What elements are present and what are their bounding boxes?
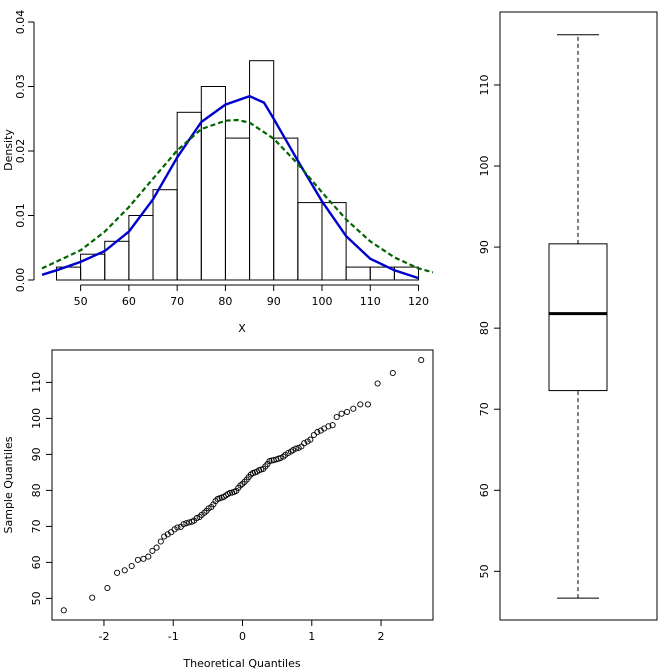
qq-point-6: [134, 556, 141, 563]
qq-point-4: [121, 567, 128, 574]
qq-point-63: [280, 453, 287, 460]
histogram-x-tick-label: 100: [311, 295, 332, 308]
qq-points: [60, 357, 425, 614]
histogram-y-tick-label: 0.03: [14, 74, 27, 99]
qq-point-82: [344, 408, 351, 415]
qq-point-24: [196, 513, 203, 521]
qq-point-73: [307, 436, 314, 443]
histogram-x-tick-label: 90: [267, 295, 281, 308]
qq-y-tick-label: 50: [30, 591, 43, 605]
qq-point-75: [314, 429, 321, 436]
qq-point-78: [325, 423, 332, 430]
qq-axes: -2 -1 0 1 2 50 60 70 80 90 100 110: [30, 372, 385, 643]
histogram-bar-4: [152, 189, 178, 281]
qq-point-0: [60, 607, 67, 614]
qq-point-16: [174, 524, 181, 531]
density-curves: [41, 94, 434, 280]
histogram-x-tick-label: 110: [360, 295, 381, 308]
qq-point-9: [149, 547, 156, 554]
histogram-x-tick-label: 80: [218, 295, 232, 308]
histogram-y-tick-label: 0.04: [14, 10, 27, 35]
qq-y-tick-label: 60: [30, 555, 43, 569]
qq-point-87: [389, 369, 396, 377]
histogram-bar-6: [200, 86, 226, 281]
histogram-bar-1: [80, 253, 106, 281]
qq-point-11: [157, 538, 164, 545]
normal-density-curve: [41, 118, 434, 274]
histogram-y-label: Density: [2, 129, 15, 171]
qq-point-85: [364, 401, 371, 408]
qq-y-tick-label: 70: [30, 519, 43, 533]
qq-point-2: [104, 584, 111, 592]
qq-point-71: [301, 440, 308, 447]
qq-x-tick-label: 0: [239, 630, 246, 643]
histogram-y-tick-label: 0.02: [14, 139, 27, 164]
qq-point-74: [310, 431, 317, 439]
interquartile-box: [548, 243, 608, 392]
histogram-x-tick-label: 60: [122, 295, 136, 308]
histogram-bar-7: [224, 137, 251, 281]
histogram-y-tick-label: 0.01: [14, 203, 27, 228]
qq-y-label: Sample Quantiles: [2, 436, 15, 533]
histogram-x-label: X: [238, 322, 246, 335]
qq-point-18: [180, 521, 187, 528]
qq-point-68: [292, 445, 299, 452]
histogram-x-tick-label: 50: [74, 295, 88, 308]
qq-point-5: [128, 562, 135, 570]
boxplot-y-tick-label: 60: [478, 483, 491, 497]
qq-point-1: [89, 594, 96, 601]
qq-y-tick-label: 110: [30, 372, 43, 393]
boxplot-y-tick-label: 100: [478, 156, 491, 177]
qq-point-10: [153, 544, 160, 551]
qq-point-44: [239, 480, 246, 487]
qq-point-8: [145, 553, 152, 560]
kernel-density-curve: [41, 94, 419, 280]
qq-point-3: [114, 569, 121, 576]
histogram-bar-8: [249, 60, 275, 281]
qq-y-tick-label: 80: [30, 483, 43, 497]
histogram-bar-12: [345, 266, 371, 281]
boxplot-panel: 50 60 70 80 90 100 110: [478, 11, 658, 621]
qq-point-84: [357, 401, 364, 408]
histogram-panel: 50 60 70 80 90 100 110 1200.000.010.020.030.04 …: [2, 10, 434, 335]
boxplot-y-tick-label: 50: [478, 564, 491, 578]
boxplot-y-tick-label: 110: [478, 74, 491, 95]
histogram-axes: 50 60 70 80 90 100 110 120 0.00 0.01 0.02 0.03 0.04: [14, 10, 429, 308]
qq-y-tick-label: 100: [30, 408, 43, 429]
histogram-bar-5: [176, 111, 202, 281]
histogram-bar-14: [393, 266, 420, 281]
histogram-x-tick-label: 120: [408, 295, 429, 308]
boxplot-y-tick-label: 90: [478, 240, 491, 254]
qq-x-tick-label: 1: [308, 630, 315, 643]
qq-x-label: Theoretical Quantiles: [182, 657, 300, 670]
qq-point-7: [140, 555, 147, 562]
qq-point-19: [183, 520, 190, 527]
qq-plot-frame: [51, 349, 434, 621]
qq-point-38: [226, 489, 234, 496]
qq-point-30: [210, 501, 217, 508]
qq-y-tick-label: 90: [30, 447, 43, 461]
histogram-bar-10: [297, 202, 323, 281]
qq-point-86: [374, 380, 381, 387]
histogram-x-tick-label: 70: [170, 295, 184, 308]
qq-plot-panel: -2 -1 0 1 2 50 60 70 80 90 100 110 Theoretical Quan…: [2, 349, 434, 670]
histogram-bar-11: [321, 202, 347, 281]
qq-point-80: [333, 413, 340, 421]
boxplot-y-tick-label: 80: [478, 321, 491, 335]
histogram-y-tick-label: 0.00: [14, 268, 27, 293]
qq-point-81: [338, 410, 345, 417]
qq-point-79: [329, 422, 336, 429]
qq-point-88: [418, 357, 425, 364]
qq-point-23: [193, 515, 200, 522]
qq-x-tick-label: 2: [378, 630, 385, 643]
qq-x-tick-label: -2: [98, 630, 109, 643]
qq-point-83: [350, 405, 357, 412]
boxplot-y-tick-label: 70: [478, 402, 491, 416]
boxplot-axes: 50 60 70 80 90 100 110: [478, 74, 501, 578]
boxplot-marks: [548, 34, 608, 599]
qq-x-tick-label: -1: [168, 630, 179, 643]
